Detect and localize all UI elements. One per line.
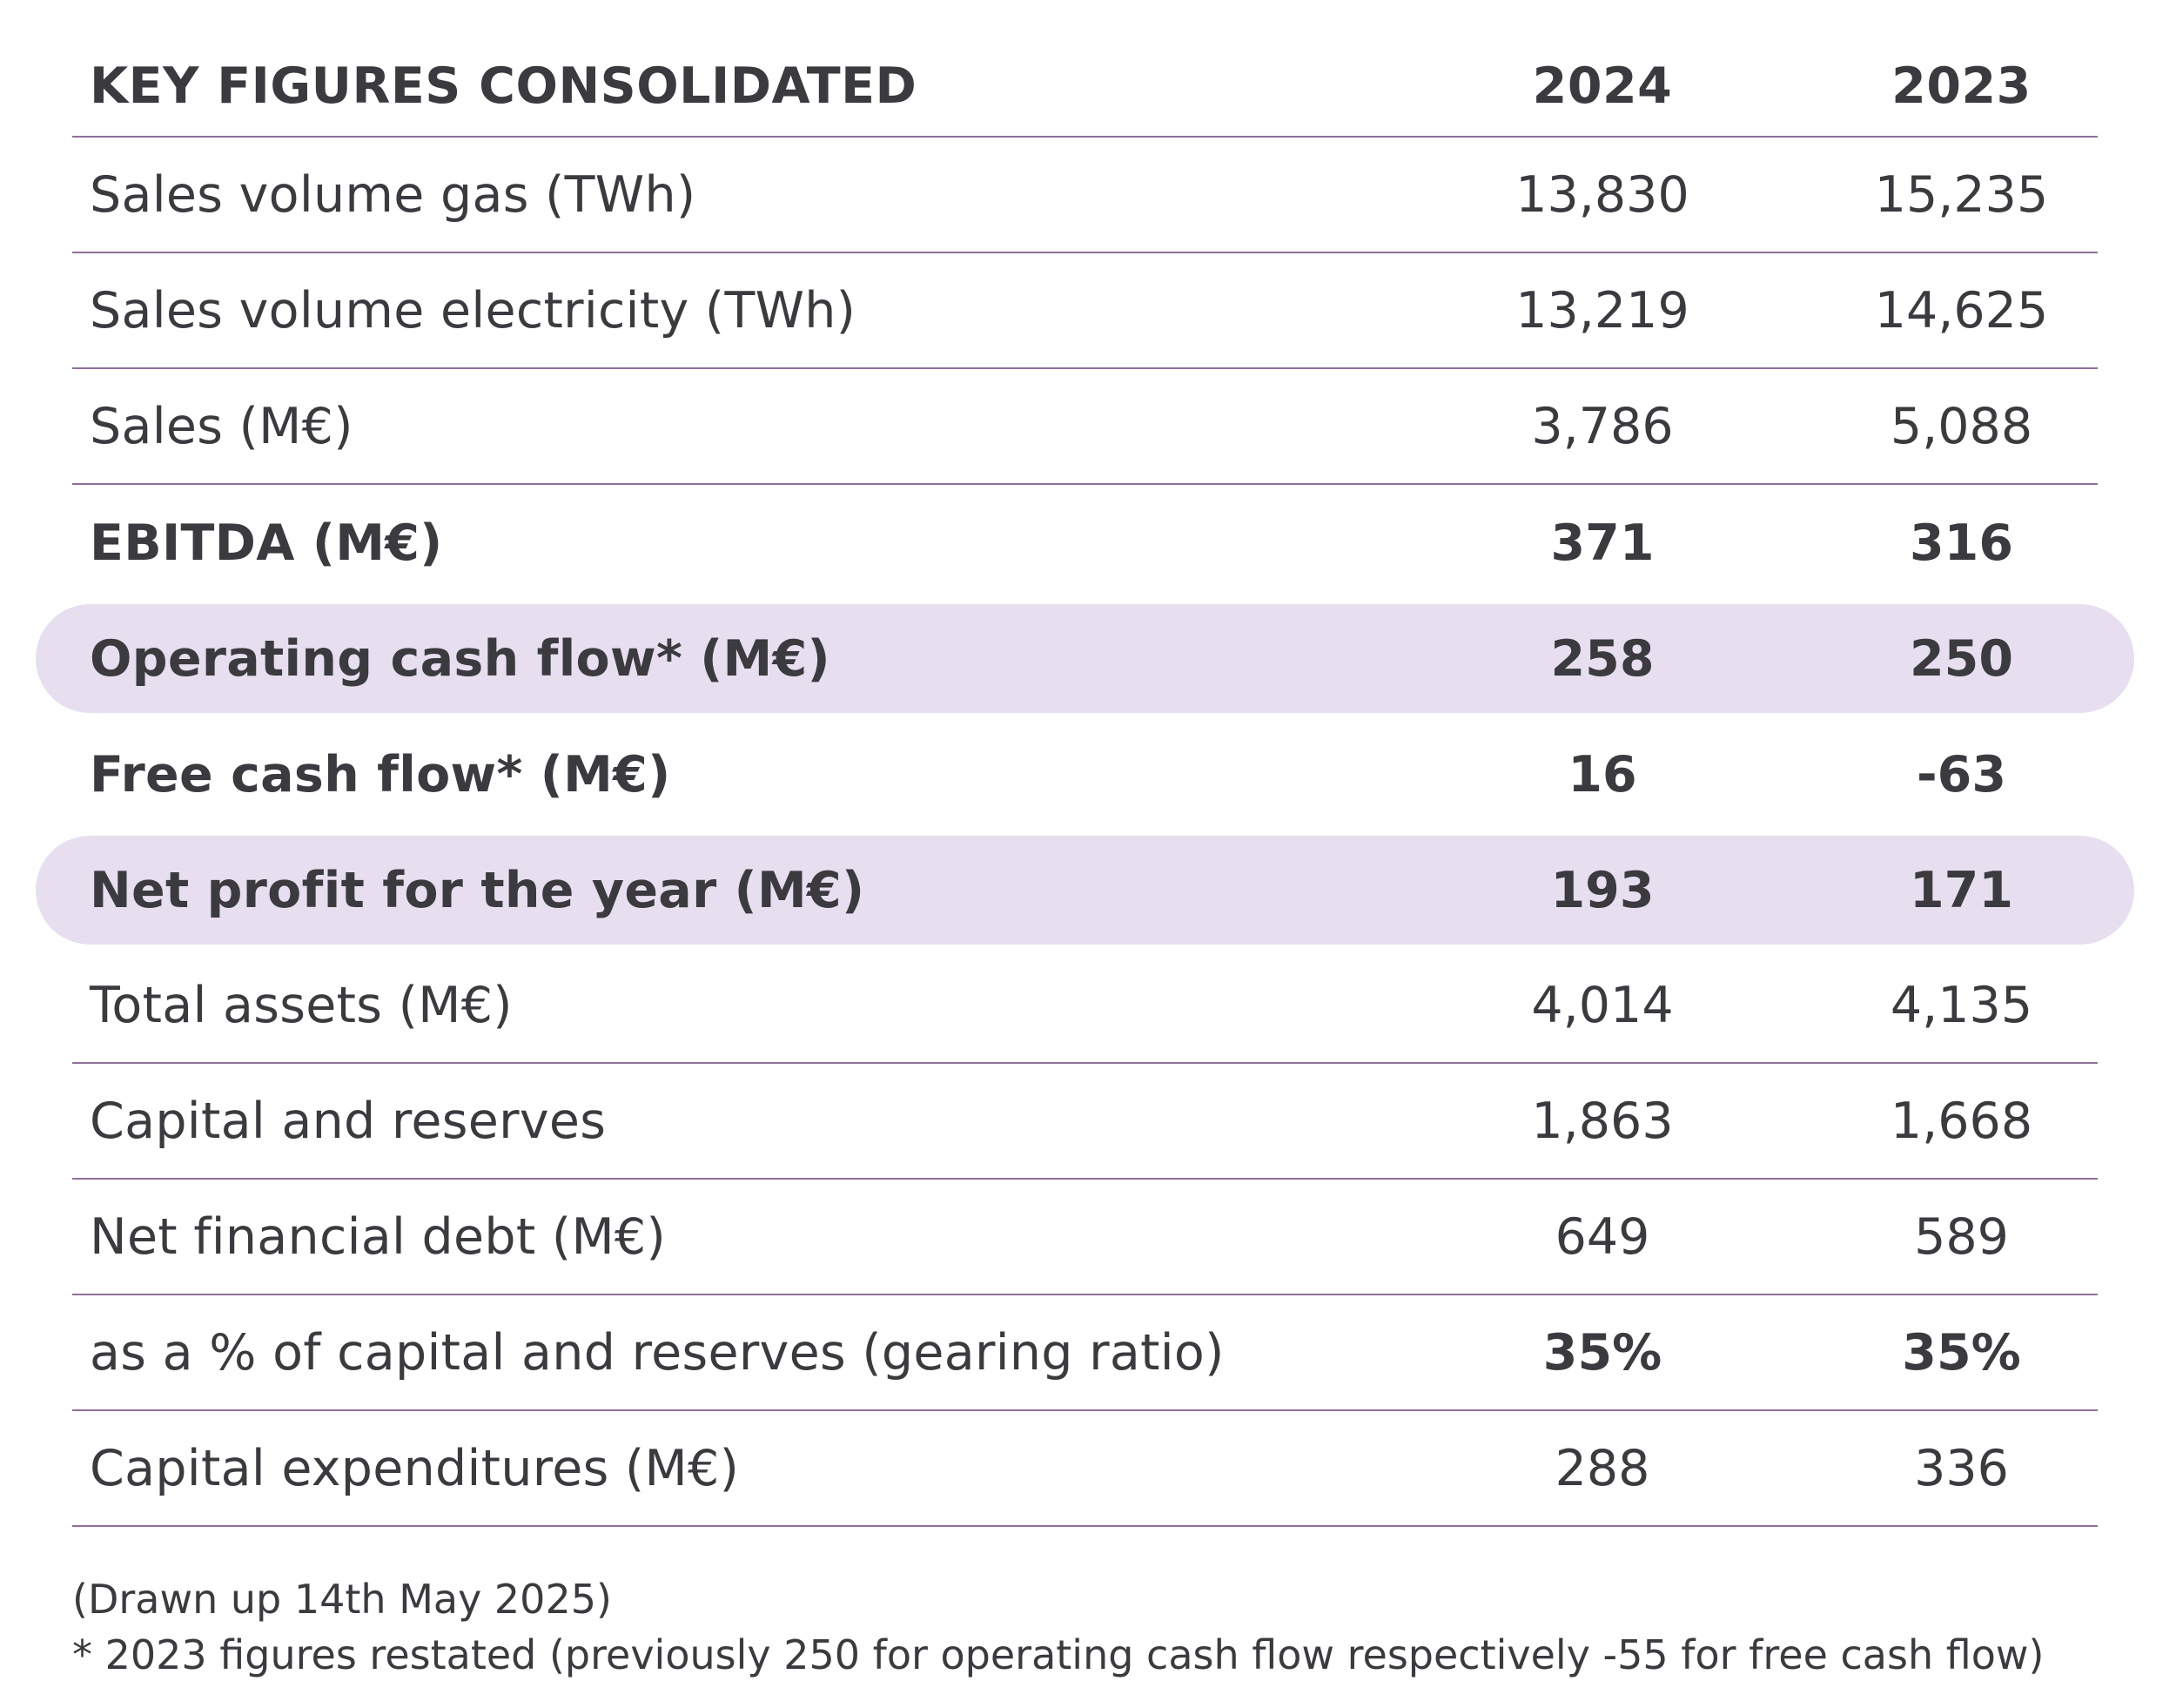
value-2023: -63 <box>1917 745 2006 804</box>
value-2023: 250 <box>1910 629 2013 688</box>
value-2024: 193 <box>1550 861 1655 919</box>
restated-footnote: * 2023 figures restated (previously 250 … <box>72 1631 2045 1678</box>
column-header-2023: 2023 <box>1891 57 2032 115</box>
table-row: Capital expenditures (M€) 288 336 <box>72 1411 2098 1527</box>
key-figures-table: KEY FIGURES CONSOLIDATED 2024 2023 Sales… <box>36 0 2134 1527</box>
row-label: Operating cash flow* (M€) <box>90 629 830 688</box>
value-2023: 4,135 <box>1890 976 2033 1034</box>
drawn-up-note: (Drawn up 14th May 2025) <box>72 1576 612 1623</box>
value-2023: 171 <box>1910 861 2013 919</box>
value-2024: 35% <box>1542 1323 1662 1382</box>
table-row: Sales volume gas (TWh) 13,830 15,235 <box>72 138 2098 253</box>
value-2024: 16 <box>1568 745 1637 804</box>
table-title: KEY FIGURES CONSOLIDATED <box>90 57 917 115</box>
value-2023: 14,625 <box>1874 281 2049 340</box>
value-2023: 35% <box>1902 1323 2021 1382</box>
table-row: as a % of capital and reserves (gearing … <box>72 1295 2098 1411</box>
value-2024: 288 <box>1555 1439 1650 1497</box>
row-label: Sales (M€) <box>90 397 353 455</box>
row-label: Free cash flow* (M€) <box>90 745 671 804</box>
table-row: Capital and reserves 1,863 1,668 <box>72 1064 2098 1180</box>
table-row-highlighted: Net profit for the year (M€) 193 171 <box>36 832 2134 948</box>
table-row: Net financial debt (M€) 649 589 <box>72 1180 2098 1295</box>
row-label: Sales volume electricity (TWh) <box>90 281 856 340</box>
row-label: Capital expenditures (M€) <box>90 1439 740 1497</box>
row-label: Sales volume gas (TWh) <box>90 165 696 224</box>
value-2023: 5,088 <box>1890 397 2033 455</box>
row-label: Total assets (M€) <box>90 976 513 1034</box>
value-2024: 4,014 <box>1531 976 1674 1034</box>
value-2024: 13,830 <box>1515 165 1689 224</box>
value-2024: 13,219 <box>1515 281 1689 340</box>
value-2023: 316 <box>1910 514 2013 572</box>
value-2024: 1,863 <box>1531 1092 1674 1150</box>
row-label: Net profit for the year (M€) <box>90 861 865 919</box>
table-row: EBITDA (M€) 371 316 <box>72 485 2098 601</box>
row-label: Capital and reserves <box>90 1092 607 1150</box>
table-row: Free cash flow* (M€) 16 -63 <box>72 716 2098 832</box>
table-row: Sales volume electricity (TWh) 13,219 14… <box>72 253 2098 369</box>
table-row: Sales (M€) 3,786 5,088 <box>72 369 2098 485</box>
value-2023: 1,668 <box>1890 1092 2033 1150</box>
table-header: KEY FIGURES CONSOLIDATED 2024 2023 <box>72 0 2098 138</box>
footnotes: (Drawn up 14th May 2025) * 2023 figures … <box>72 1571 2044 1683</box>
value-2024: 258 <box>1550 629 1655 688</box>
value-2024: 649 <box>1555 1207 1650 1266</box>
value-2023: 589 <box>1914 1207 2009 1266</box>
value-2023: 15,235 <box>1874 165 2049 224</box>
row-label: EBITDA (M€) <box>90 514 443 572</box>
value-2023: 336 <box>1914 1439 2009 1497</box>
value-2024: 371 <box>1550 514 1655 572</box>
value-2024: 3,786 <box>1531 397 1674 455</box>
table-row-highlighted: Operating cash flow* (M€) 258 250 <box>36 601 2134 716</box>
column-header-2024: 2024 <box>1532 57 1673 115</box>
table-row: Total assets (M€) 4,014 4,135 <box>72 948 2098 1064</box>
row-label: as a % of capital and reserves (gearing … <box>90 1323 1225 1382</box>
row-label: Net financial debt (M€) <box>90 1207 667 1266</box>
